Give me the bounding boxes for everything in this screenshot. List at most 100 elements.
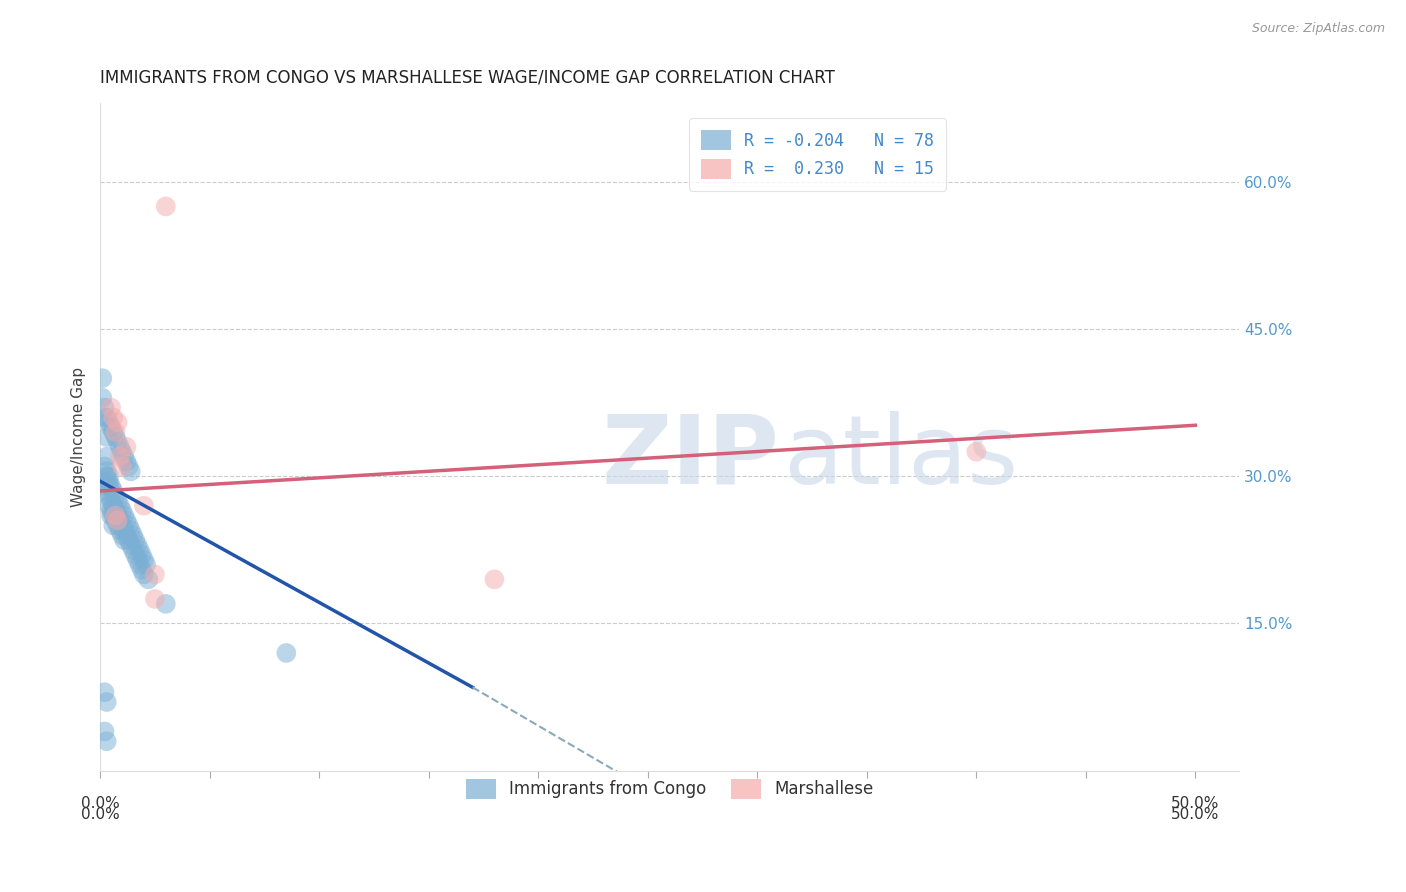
- Point: [155, 597, 177, 611]
- Point: [107, 513, 129, 527]
- Point: [135, 558, 157, 572]
- Point: [111, 528, 134, 542]
- Point: [108, 523, 131, 537]
- Point: [132, 567, 155, 582]
- Point: [276, 646, 298, 660]
- Point: [91, 391, 114, 405]
- Point: [107, 493, 129, 508]
- Point: [103, 483, 125, 498]
- Point: [117, 459, 139, 474]
- Point: [91, 371, 114, 385]
- Point: [128, 558, 150, 572]
- Point: [108, 450, 131, 464]
- Point: [122, 542, 145, 557]
- Point: [93, 401, 115, 415]
- Point: [127, 552, 149, 566]
- Point: [128, 542, 150, 557]
- Text: Source: ZipAtlas.com: Source: ZipAtlas.com: [1251, 22, 1385, 36]
- Point: [104, 513, 127, 527]
- Text: IMMIGRANTS FROM CONGO VS MARSHALLESE WAGE/INCOME GAP CORRELATION CHART: IMMIGRANTS FROM CONGO VS MARSHALLESE WAG…: [100, 69, 835, 87]
- Point: [111, 459, 134, 474]
- Point: [107, 518, 129, 533]
- Point: [132, 499, 155, 513]
- Point: [96, 464, 118, 478]
- Point: [96, 695, 118, 709]
- Point: [143, 591, 166, 606]
- Point: [103, 518, 125, 533]
- Point: [100, 508, 122, 523]
- Point: [100, 503, 122, 517]
- Point: [484, 572, 506, 586]
- Point: [100, 420, 122, 434]
- Point: [107, 415, 129, 429]
- Point: [111, 444, 134, 458]
- Point: [155, 199, 177, 213]
- Point: [103, 410, 125, 425]
- Point: [127, 538, 149, 552]
- Point: [104, 508, 127, 523]
- Point: [132, 552, 155, 566]
- Point: [93, 685, 115, 699]
- Point: [104, 425, 127, 439]
- Point: [97, 479, 120, 493]
- Point: [93, 410, 115, 425]
- Point: [108, 513, 131, 527]
- Point: [100, 401, 122, 415]
- Point: [115, 513, 138, 527]
- Point: [107, 508, 129, 523]
- Point: [111, 518, 134, 533]
- Point: [117, 533, 139, 547]
- Point: [97, 489, 120, 503]
- Point: [104, 489, 127, 503]
- Point: [965, 444, 987, 458]
- Point: [97, 474, 120, 488]
- Point: [115, 528, 138, 542]
- Point: [131, 548, 153, 562]
- Point: [96, 734, 118, 748]
- Point: [91, 474, 114, 488]
- Y-axis label: Wage/Income Gap: Wage/Income Gap: [72, 367, 86, 507]
- Point: [124, 533, 146, 547]
- Point: [97, 415, 120, 429]
- Text: ZIP: ZIP: [602, 410, 779, 504]
- Point: [111, 503, 134, 517]
- Point: [115, 454, 138, 468]
- Point: [120, 538, 142, 552]
- Point: [97, 469, 120, 483]
- Text: 0.0%: 0.0%: [80, 807, 120, 822]
- Text: 50.0%: 50.0%: [1171, 807, 1219, 822]
- Point: [112, 450, 135, 464]
- Point: [93, 724, 115, 739]
- Point: [93, 479, 115, 493]
- Text: 50.0%: 50.0%: [1171, 796, 1219, 811]
- Text: atlas: atlas: [783, 410, 1019, 504]
- Point: [104, 503, 127, 517]
- Point: [96, 430, 118, 444]
- Point: [96, 450, 118, 464]
- Point: [120, 464, 142, 478]
- Point: [104, 430, 127, 444]
- Point: [112, 508, 135, 523]
- Point: [122, 528, 145, 542]
- Point: [131, 562, 153, 576]
- Point: [143, 567, 166, 582]
- Point: [108, 499, 131, 513]
- Point: [115, 440, 138, 454]
- Point: [96, 483, 118, 498]
- Point: [93, 459, 115, 474]
- Legend: Immigrants from Congo, Marshallese: Immigrants from Congo, Marshallese: [456, 769, 884, 809]
- Point: [124, 548, 146, 562]
- Point: [112, 523, 135, 537]
- Point: [107, 434, 129, 449]
- Point: [100, 493, 122, 508]
- Point: [112, 533, 135, 547]
- Point: [103, 499, 125, 513]
- Point: [103, 425, 125, 439]
- Point: [97, 499, 120, 513]
- Point: [100, 479, 122, 493]
- Point: [136, 572, 159, 586]
- Point: [117, 518, 139, 533]
- Text: 0.0%: 0.0%: [80, 796, 120, 811]
- Point: [103, 508, 125, 523]
- Point: [96, 410, 118, 425]
